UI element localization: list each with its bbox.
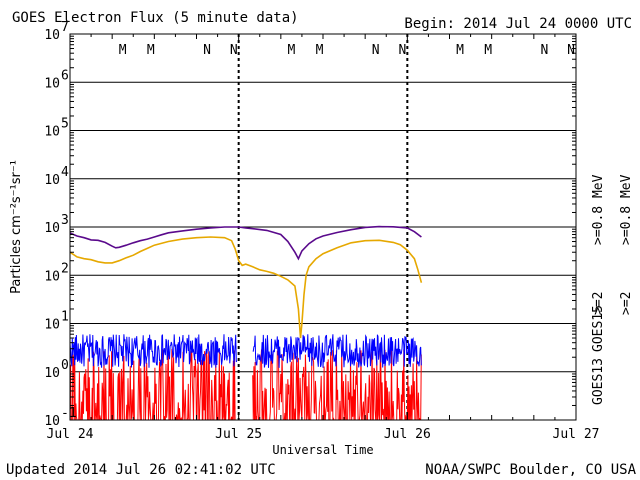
updated-time: Updated 2014 Jul 26 02:41:02 UTC [6,462,276,478]
y-tick-exponent: -1 [61,406,77,421]
orbit-marker-label: M [456,43,464,58]
y-tick-label: 10 [44,366,60,381]
y-tick-exponent: 5 [61,117,69,132]
y-tick-label: 10 [44,414,60,429]
orbit-marker-label: N [398,43,406,58]
y-tick-exponent: 6 [61,68,69,83]
begin-time: Begin: 2014 Jul 24 0000 UTC [404,16,632,32]
y-tick-label: 10 [44,221,60,236]
source-credit: NOAA/SWPC Boulder, CO USA [425,462,636,478]
orbit-marker-label: N [567,43,575,58]
x-tick-label: Jul 27 [553,427,600,442]
y-tick-label: 10 [44,76,60,91]
y-tick-exponent: 1 [61,310,69,325]
y-tick-label: 10 [44,269,60,284]
x-tick-label: Jul 24 [47,427,94,442]
orbit-marker-label: N [230,43,238,58]
y-tick-exponent: 2 [61,261,69,276]
legend-label: >=0.8 MeV [591,174,606,245]
series-line [69,225,422,261]
orbit-marker-label: M [287,43,295,58]
legend-label: GOES15 [591,305,606,352]
legend-label: >=0.8 MeV [619,174,634,245]
y-tick-label: 10 [44,318,60,333]
orbit-marker-label: N [372,43,380,58]
y-tick-exponent: 3 [61,213,69,228]
orbit-marker-label: M [147,43,155,58]
x-axis-label: Universal Time [272,443,373,457]
y-tick-exponent: 4 [61,165,69,180]
orbit-marker-label: N [203,43,211,58]
y-tick-label: 10 [44,173,60,188]
chart-title: GOES Electron Flux (5 minute data) [12,10,299,26]
x-tick-label: Jul 25 [215,427,262,442]
orbit-marker-label: M [119,43,127,58]
legend-label: >=2 [619,292,634,315]
orbit-marker-label: M [484,43,492,58]
y-axis-label: Particles cm⁻²s⁻¹sr⁻¹ [9,160,24,294]
orbit-marker-label: M [316,43,324,58]
series-line [69,334,238,368]
y-tick-label: 10 [44,125,60,140]
legend-label: GOES13 [591,358,606,405]
y-tick-label: 10 [44,28,60,43]
series-line [252,349,422,421]
orbit-marker-label: N [540,43,548,58]
series-line [252,334,422,368]
x-axis: Jul 24 Jul 25 Jul 26 Jul 27 [47,34,600,442]
series-line [69,236,423,339]
x-tick-label: Jul 26 [384,427,431,442]
y-tick-exponent: 7 [61,20,69,35]
plot-frame [69,33,577,421]
y-tick-exponent: 0 [61,358,69,373]
legend-label: >=2 [591,292,606,315]
